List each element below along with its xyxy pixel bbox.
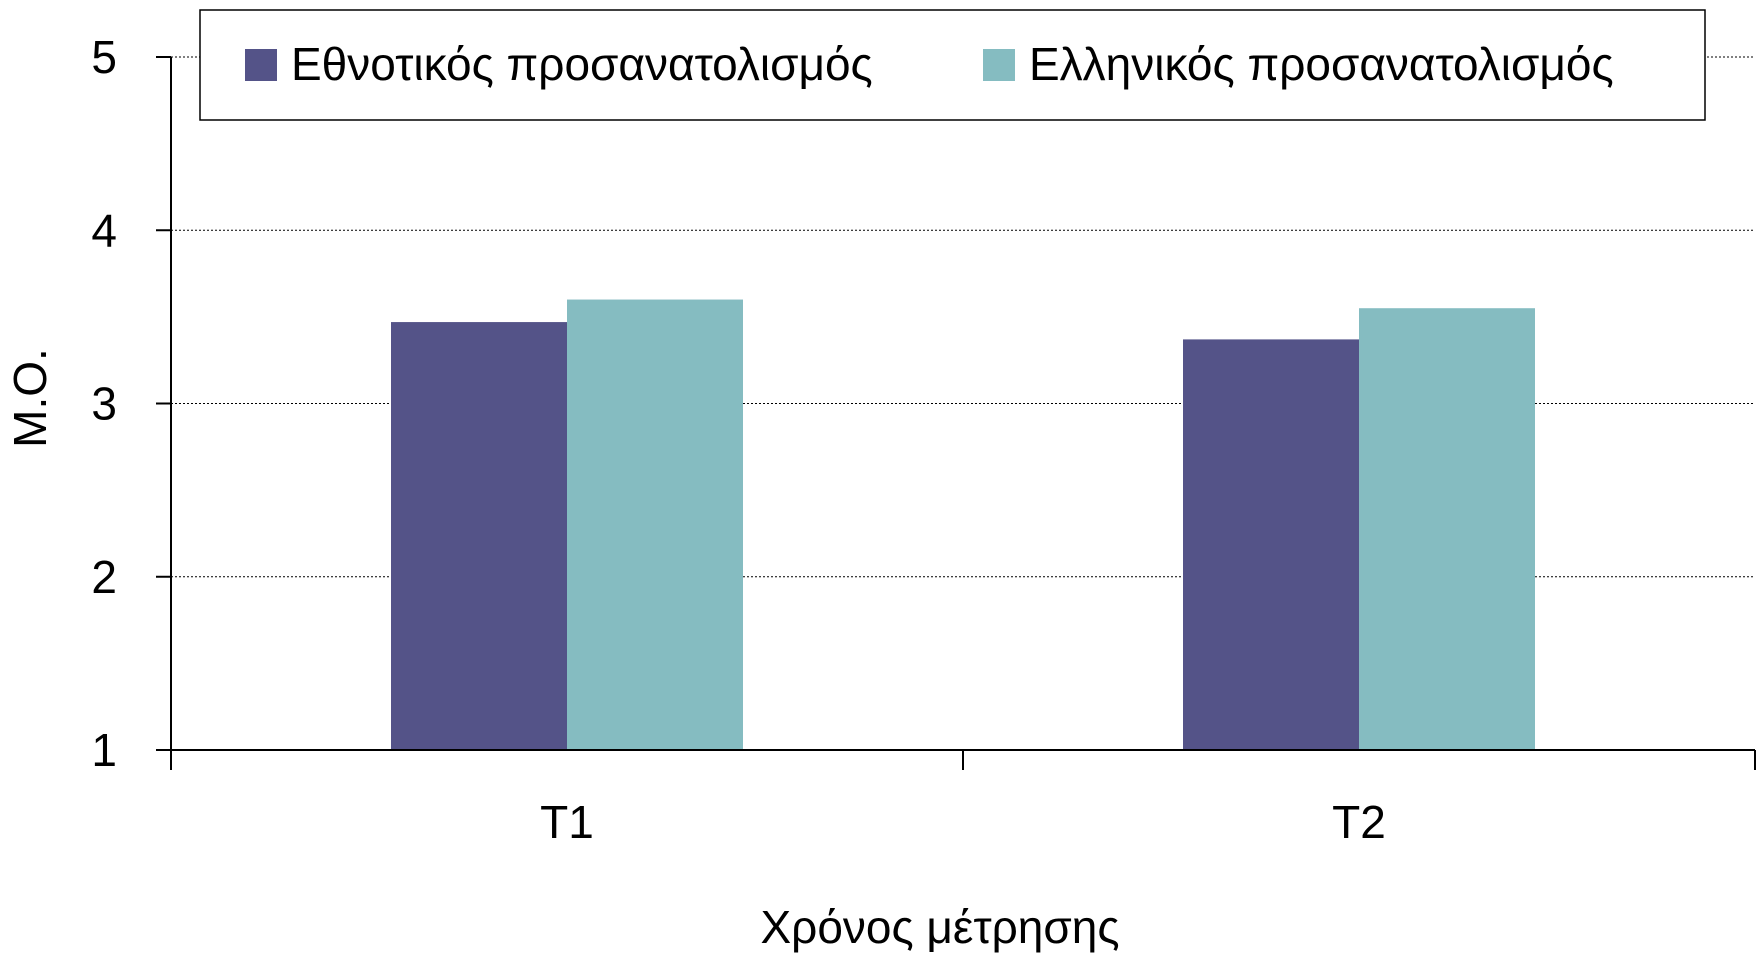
legend-box: [199, 9, 1706, 121]
bar-t2-series-1: [1183, 339, 1359, 750]
legend-label-series-2: Ελληνικός προσανατολισμός: [1029, 38, 1614, 90]
y-tick-label: 1: [91, 724, 117, 776]
y-tick-labels: 1 2 3 4 5: [91, 31, 117, 776]
legend-swatch-series-2: [983, 49, 1015, 81]
bar-t1-series-1: [391, 322, 567, 750]
legend-label-series-1: Εθνοτικός προσανατολισμός: [291, 38, 873, 90]
x-axis-title: Χρόνος μέτρησης: [760, 901, 1119, 953]
x-tick-label: T1: [540, 796, 594, 848]
y-tick-label: 3: [91, 378, 117, 430]
legend-swatch-series-1: [245, 49, 277, 81]
x-tick-labels: T1 T2: [540, 796, 1386, 848]
axes: [156, 56, 1756, 770]
legend: Εθνοτικός προσανατολισμός Ελληνικός προσ…: [199, 9, 1706, 121]
y-tick-label: 5: [91, 31, 117, 83]
y-axis-title: Μ.Ο.: [4, 348, 56, 448]
y-tick-label: 2: [91, 551, 117, 603]
x-tick-label: T2: [1332, 796, 1386, 848]
bars: [391, 299, 1535, 750]
bar-t2-series-2: [1359, 308, 1535, 750]
y-tick-label: 4: [91, 204, 117, 256]
bar-t1-series-2: [567, 299, 743, 750]
